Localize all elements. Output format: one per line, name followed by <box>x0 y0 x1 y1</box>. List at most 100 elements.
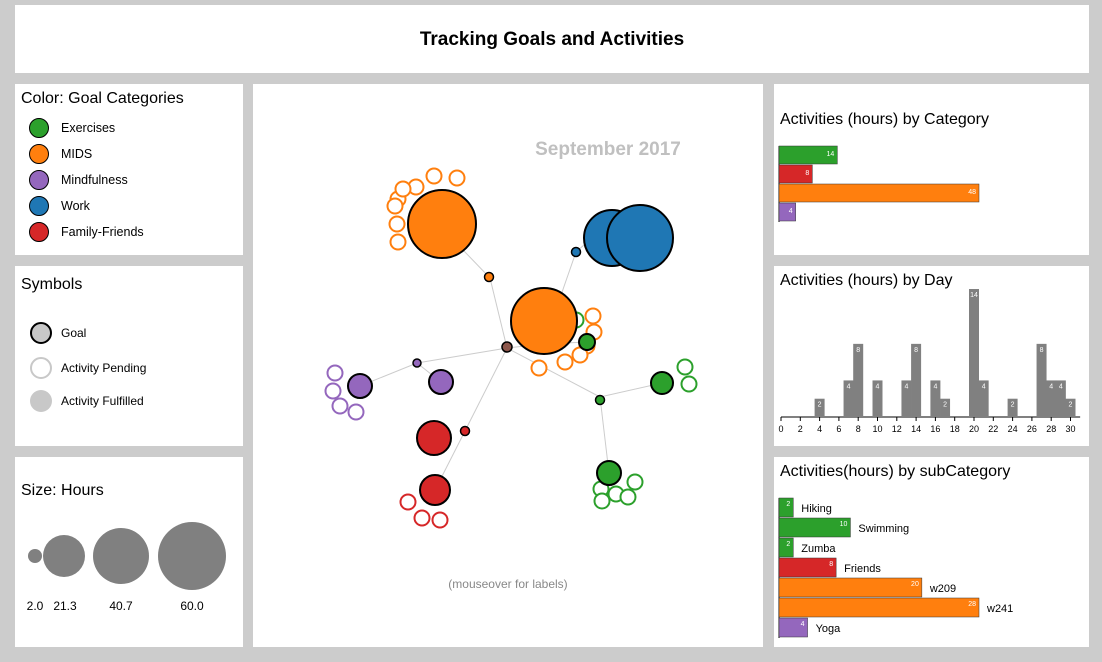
subcategory-bar-label: Swimming <box>858 523 909 535</box>
network-hub-node[interactable] <box>412 358 422 368</box>
activity-pending-node[interactable] <box>556 353 574 371</box>
subcategory-bar-value: 8 <box>829 561 833 568</box>
goal-node[interactable] <box>416 420 452 456</box>
color-legend-panel: Color: Goal Categories Exercises MIDS Mind… <box>15 84 243 255</box>
category-bar[interactable] <box>778 145 838 165</box>
day-bar[interactable] <box>901 380 912 417</box>
legend-color-swatch <box>29 170 49 190</box>
subcategory-bar[interactable] <box>778 557 837 578</box>
subcategory-bar-value: 2 <box>786 541 790 548</box>
category-bar[interactable] <box>778 164 813 184</box>
subcategory-bar-value: 28 <box>968 601 976 608</box>
day-bar-value: 4 <box>982 383 986 390</box>
activity-pending-node[interactable] <box>394 180 412 198</box>
day-x-tick-label: 26 <box>1027 424 1037 434</box>
day-bar[interactable] <box>843 380 854 417</box>
subcategory-bar-label: w241 <box>986 603 1013 615</box>
network-hub-node[interactable] <box>459 425 471 437</box>
goal-node[interactable] <box>407 189 477 259</box>
activity-pending-node[interactable] <box>326 364 344 382</box>
subcategory-bar[interactable] <box>778 577 923 598</box>
subcategory-bar[interactable] <box>778 497 794 518</box>
subcategory-bar-value: 2 <box>786 501 790 508</box>
network-hub-node[interactable] <box>501 341 513 353</box>
activity-pending-node[interactable] <box>331 397 349 415</box>
day-x-tick-label: 4 <box>817 424 822 434</box>
network-link <box>506 347 601 398</box>
legend-label: MIDS <box>61 147 93 161</box>
subcategory-bar-label: Yoga <box>816 623 842 635</box>
day-bar[interactable] <box>1055 380 1066 417</box>
activity-pending-node[interactable] <box>347 403 365 421</box>
goal-node[interactable] <box>596 460 622 486</box>
category-chart-title: Activities (hours) by Category <box>780 111 989 128</box>
goal-node[interactable] <box>428 369 454 395</box>
day-bar-value: 8 <box>1040 347 1044 354</box>
activity-pending-node[interactable] <box>386 197 404 215</box>
day-bar-value: 4 <box>904 383 908 390</box>
activity-pending-node[interactable] <box>399 493 417 511</box>
day-bar[interactable] <box>1046 380 1057 417</box>
category-bar[interactable] <box>778 183 980 203</box>
activity-pending-node[interactable] <box>388 215 406 233</box>
subcategory-bar[interactable] <box>778 537 794 558</box>
goal-node[interactable] <box>578 333 596 351</box>
legend-label: Exercises <box>61 121 116 135</box>
day-bar-value: 14 <box>970 292 978 299</box>
pending-symbol-label: Activity Pending <box>61 361 146 375</box>
legend-color-swatch <box>29 144 49 164</box>
activity-pending-node[interactable] <box>324 382 342 400</box>
goal-node[interactable] <box>347 373 373 399</box>
day-x-tick-label: 16 <box>930 424 940 434</box>
goal-node[interactable] <box>650 371 674 395</box>
size-value-3: 40.7 <box>109 599 133 613</box>
activity-pending-node[interactable] <box>431 511 449 529</box>
subcategory-bar[interactable] <box>778 517 851 538</box>
day-bar[interactable] <box>1065 398 1076 417</box>
day-x-tick-label: 30 <box>1065 424 1075 434</box>
day-x-tick-label: 22 <box>988 424 998 434</box>
goal-node[interactable] <box>606 204 674 272</box>
activity-pending-node[interactable] <box>448 169 466 187</box>
activity-pending-node[interactable] <box>530 359 548 377</box>
network-graph: September 2017 (mouseover for labels) <box>324 139 698 591</box>
day-x-tick-label: 12 <box>892 424 902 434</box>
day-chart-panel: Activities (hours) by Day 0 2 4 6 8 10 12 14 16 1… <box>774 266 1089 446</box>
goal-node[interactable] <box>510 287 578 355</box>
activity-pending-node[interactable] <box>676 358 694 376</box>
day-bar[interactable] <box>1036 343 1047 417</box>
day-bar[interactable] <box>969 289 979 417</box>
activity-pending-node[interactable] <box>584 307 602 325</box>
day-bar[interactable] <box>978 380 989 417</box>
subcategory-bar[interactable] <box>778 597 980 618</box>
network-hub-node[interactable] <box>570 246 582 258</box>
subcategory-chart: 2 Hiking 10 Swimming 2 Zumba 8 Friends 20 w209 28 w… <box>778 497 1013 638</box>
goal-node[interactable] <box>419 474 451 506</box>
activity-pending-node[interactable] <box>413 509 431 527</box>
activity-pending-node[interactable] <box>389 233 407 251</box>
subcategory-bar[interactable] <box>778 617 808 638</box>
network-hub-node[interactable] <box>594 394 606 406</box>
activity-pending-node[interactable] <box>626 473 644 491</box>
day-bar[interactable] <box>872 380 883 417</box>
day-x-tick-label: 8 <box>856 424 861 434</box>
day-chart-title: Activities (hours) by Day <box>780 272 953 289</box>
network-hub-node[interactable] <box>483 271 495 283</box>
category-bar[interactable] <box>778 202 796 222</box>
day-bar[interactable] <box>814 398 825 417</box>
activity-pending-node[interactable] <box>680 375 698 393</box>
activity-pending-node[interactable] <box>425 167 443 185</box>
day-x-tick-label: 24 <box>1008 424 1018 434</box>
activity-pending-node[interactable] <box>619 488 637 506</box>
day-bar[interactable] <box>940 398 951 417</box>
legend-label: Family-Friends <box>61 225 144 239</box>
day-bar-value: 4 <box>1049 383 1053 390</box>
day-bar[interactable] <box>1007 398 1018 417</box>
activity-pending-node[interactable] <box>593 492 611 510</box>
legend-item-work: Work <box>29 195 90 217</box>
day-x-tick-label: 6 <box>836 424 841 434</box>
day-bar[interactable] <box>911 343 922 417</box>
day-bar[interactable] <box>853 343 864 417</box>
category-bar-value: 14 <box>827 151 835 158</box>
day-bar[interactable] <box>930 380 941 417</box>
